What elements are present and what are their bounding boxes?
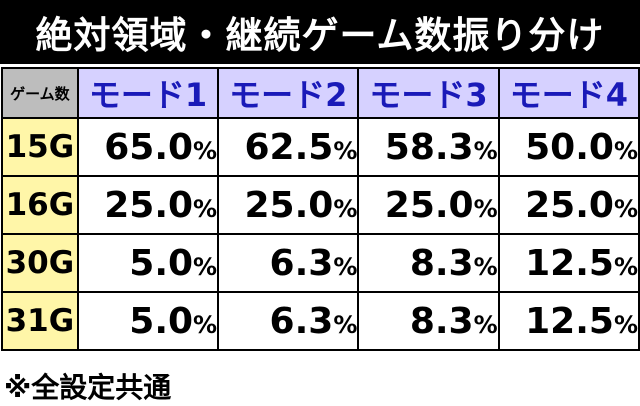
percent-unit: % [613, 136, 638, 165]
column-header-mode3: モード3 [357, 67, 500, 119]
percent-unit: % [613, 194, 638, 223]
page-title: 絶対領域・継続ゲーム数振り分け [35, 14, 605, 57]
table-row: 31G 5.0% 6.3% 8.3% 12.5% [1, 291, 640, 351]
table-cell: 58.3% [357, 117, 500, 177]
cell-value: 12.5 [525, 300, 614, 342]
table-cell: 62.5% [217, 117, 360, 177]
percent-unit: % [613, 252, 638, 281]
cell-value: 25.0 [104, 184, 194, 226]
table-cell: 25.0% [497, 175, 640, 235]
table-row: 15G 65.0% 62.5% 58.3% 50.0% [1, 117, 640, 177]
table-cell: 65.0% [76, 117, 220, 177]
column-header-mode4: モード4 [497, 67, 640, 119]
percent-unit: % [473, 194, 498, 223]
cell-value: 8.3 [409, 242, 474, 284]
cell-value: 25.0 [244, 184, 334, 226]
corner-header: ゲーム数 [1, 67, 79, 119]
percent-unit: % [333, 252, 358, 281]
percent-unit: % [473, 136, 498, 165]
table-cell: 6.3% [217, 291, 360, 351]
table-cell: 12.5% [497, 233, 640, 293]
cell-value: 65.0 [104, 126, 194, 168]
footnote: ※全設定共通 [4, 371, 172, 404]
table-cell: 6.3% [217, 233, 360, 293]
table-cell: 25.0% [76, 175, 220, 235]
cell-value: 58.3 [384, 126, 474, 168]
table-cell: 5.0% [76, 291, 220, 351]
table-cell: 25.0% [357, 175, 500, 235]
percent-unit: % [473, 310, 498, 339]
cell-value: 12.5 [525, 242, 614, 284]
title-bar: 絶対領域・継続ゲーム数振り分け [0, 0, 640, 64]
cell-value: 6.3 [269, 242, 334, 284]
percent-unit: % [613, 310, 638, 339]
cell-value: 8.3 [409, 300, 474, 342]
percent-unit: % [193, 310, 218, 339]
table-cell: 8.3% [357, 291, 500, 351]
table-cell: 5.0% [76, 233, 220, 293]
table-cell: 8.3% [357, 233, 500, 293]
table-cell: 50.0% [497, 117, 640, 177]
row-label: 30G [1, 233, 79, 293]
column-header-mode2: モード2 [217, 67, 360, 119]
percent-unit: % [193, 252, 218, 281]
table-cell: 12.5% [497, 291, 640, 351]
cell-value: 6.3 [269, 300, 334, 342]
table-row: 30G 5.0% 6.3% 8.3% 12.5% [1, 233, 640, 293]
row-label: 31G [1, 291, 79, 351]
table-row: 16G 25.0% 25.0% 25.0% 25.0% [1, 175, 640, 235]
column-header-mode1: モード1 [76, 67, 220, 119]
cell-value: 5.0 [129, 300, 194, 342]
cell-value: 50.0 [525, 126, 614, 168]
percent-unit: % [473, 252, 498, 281]
cell-value: 25.0 [384, 184, 474, 226]
percent-unit: % [333, 194, 358, 223]
percent-unit: % [333, 310, 358, 339]
header-row: ゲーム数 モード1 モード2 モード3 モード4 [1, 67, 640, 119]
row-label: 16G [1, 175, 79, 235]
row-label: 15G [1, 117, 79, 177]
percent-unit: % [333, 136, 358, 165]
cell-value: 5.0 [129, 242, 194, 284]
cell-value: 62.5 [244, 126, 334, 168]
distribution-table: ゲーム数 モード1 モード2 モード3 モード4 15G 65.0% 62.5%… [1, 67, 640, 351]
percent-unit: % [193, 136, 218, 165]
percent-unit: % [193, 194, 218, 223]
cell-value: 25.0 [525, 184, 614, 226]
table-cell: 25.0% [217, 175, 360, 235]
